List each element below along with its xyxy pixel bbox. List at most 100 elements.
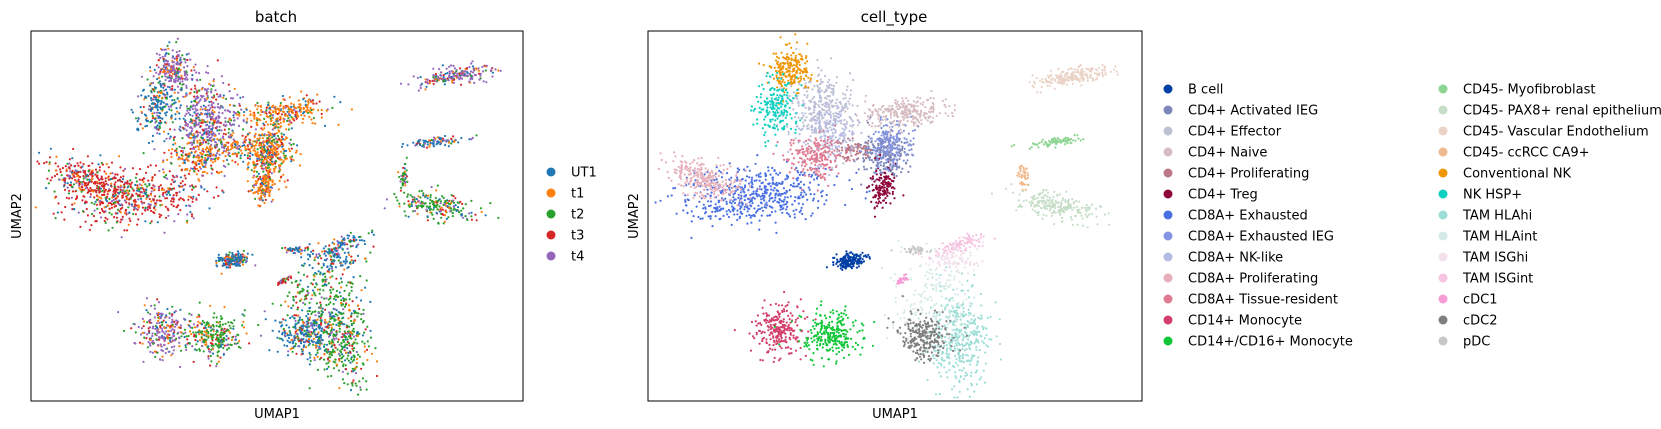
batch-point	[280, 145, 284, 148]
batch-point	[175, 194, 178, 197]
batch-point	[352, 309, 356, 312]
batch-point	[310, 339, 313, 342]
batch-point	[183, 174, 186, 177]
batch-point	[55, 155, 58, 158]
batch-point	[436, 79, 439, 82]
batch-point	[438, 68, 441, 71]
batch-point	[339, 256, 342, 259]
batch-point	[448, 141, 451, 144]
batch-point	[201, 333, 204, 336]
batch-point	[249, 189, 252, 192]
batch-point	[160, 85, 163, 88]
batch-point	[471, 65, 475, 68]
batch-point	[219, 325, 222, 328]
batch-point	[166, 307, 169, 311]
batch-point	[332, 288, 335, 291]
batch-point	[342, 308, 345, 311]
batch-point	[242, 114, 246, 117]
batch-point	[176, 85, 179, 88]
batch-point	[77, 171, 80, 174]
batch-point	[237, 124, 241, 127]
batch-point	[193, 169, 196, 173]
batch-point	[451, 215, 454, 218]
batch-point	[187, 198, 190, 201]
batch-point	[172, 143, 175, 146]
batch-point	[215, 316, 218, 319]
batch-point	[157, 187, 160, 190]
batch-point	[160, 48, 164, 52]
batch-point	[294, 330, 297, 333]
batch-point	[464, 203, 467, 206]
batch-point	[104, 221, 107, 224]
batch-point	[199, 108, 202, 111]
batch-point	[422, 139, 425, 142]
batch-point	[235, 253, 238, 256]
batch-point	[349, 245, 352, 248]
batch-point	[195, 130, 198, 133]
batch-point	[223, 330, 226, 333]
batch-point	[477, 69, 480, 72]
batch-point	[253, 184, 256, 187]
batch-point	[408, 205, 411, 208]
batch-point	[269, 133, 272, 136]
batch-point	[291, 155, 294, 158]
batch-point	[68, 177, 71, 180]
batch-point	[274, 166, 277, 169]
batch-point	[267, 181, 270, 184]
batch-point	[346, 247, 349, 250]
batch-point	[218, 256, 221, 260]
batch-point	[107, 202, 110, 205]
batch-point	[211, 84, 214, 88]
batch-point	[302, 301, 305, 304]
batch-point	[138, 183, 141, 186]
batch-point	[153, 68, 156, 71]
batch-point	[225, 334, 228, 338]
batch-point	[112, 198, 115, 202]
batch-point	[216, 339, 219, 342]
batch-point	[279, 121, 282, 124]
batch-point	[326, 375, 329, 378]
batch-point	[69, 170, 72, 173]
batch-point	[161, 327, 164, 330]
batch-point	[204, 157, 207, 160]
batch-point	[156, 221, 159, 224]
batch-point	[138, 167, 142, 171]
batch-point	[258, 157, 261, 160]
batch-point	[172, 136, 175, 139]
batch-point	[266, 170, 269, 173]
batch-point	[266, 139, 269, 142]
batch-point	[204, 107, 207, 110]
batch-point	[71, 157, 74, 160]
batch-point	[413, 198, 416, 201]
batch-point	[122, 175, 125, 178]
batch-point	[436, 75, 440, 78]
batch-point	[209, 155, 212, 158]
batch-point	[344, 364, 347, 367]
batch-point	[172, 334, 175, 337]
batch-point	[232, 131, 235, 134]
batch-point	[83, 169, 87, 173]
batch-point	[234, 338, 237, 341]
batch-point	[94, 181, 97, 184]
batch-point	[198, 332, 201, 336]
batch-point	[330, 311, 333, 314]
batch-point	[186, 78, 189, 81]
batch-point	[156, 108, 159, 112]
batch-point	[214, 144, 217, 147]
batch-point	[142, 325, 145, 328]
batch-point	[446, 205, 449, 208]
batch-point	[320, 314, 323, 317]
batch-point	[318, 292, 321, 295]
batch-point	[148, 105, 151, 108]
batch-point	[212, 325, 215, 328]
batch-point	[214, 126, 217, 130]
batch-point	[457, 211, 461, 214]
batch-point	[162, 168, 165, 171]
batch-point	[228, 251, 231, 254]
batch-point	[150, 193, 153, 196]
batch-point	[315, 302, 319, 305]
batch-point	[393, 192, 396, 196]
batch-point	[207, 132, 210, 136]
batch-point	[230, 343, 233, 347]
batch-point	[428, 79, 431, 82]
